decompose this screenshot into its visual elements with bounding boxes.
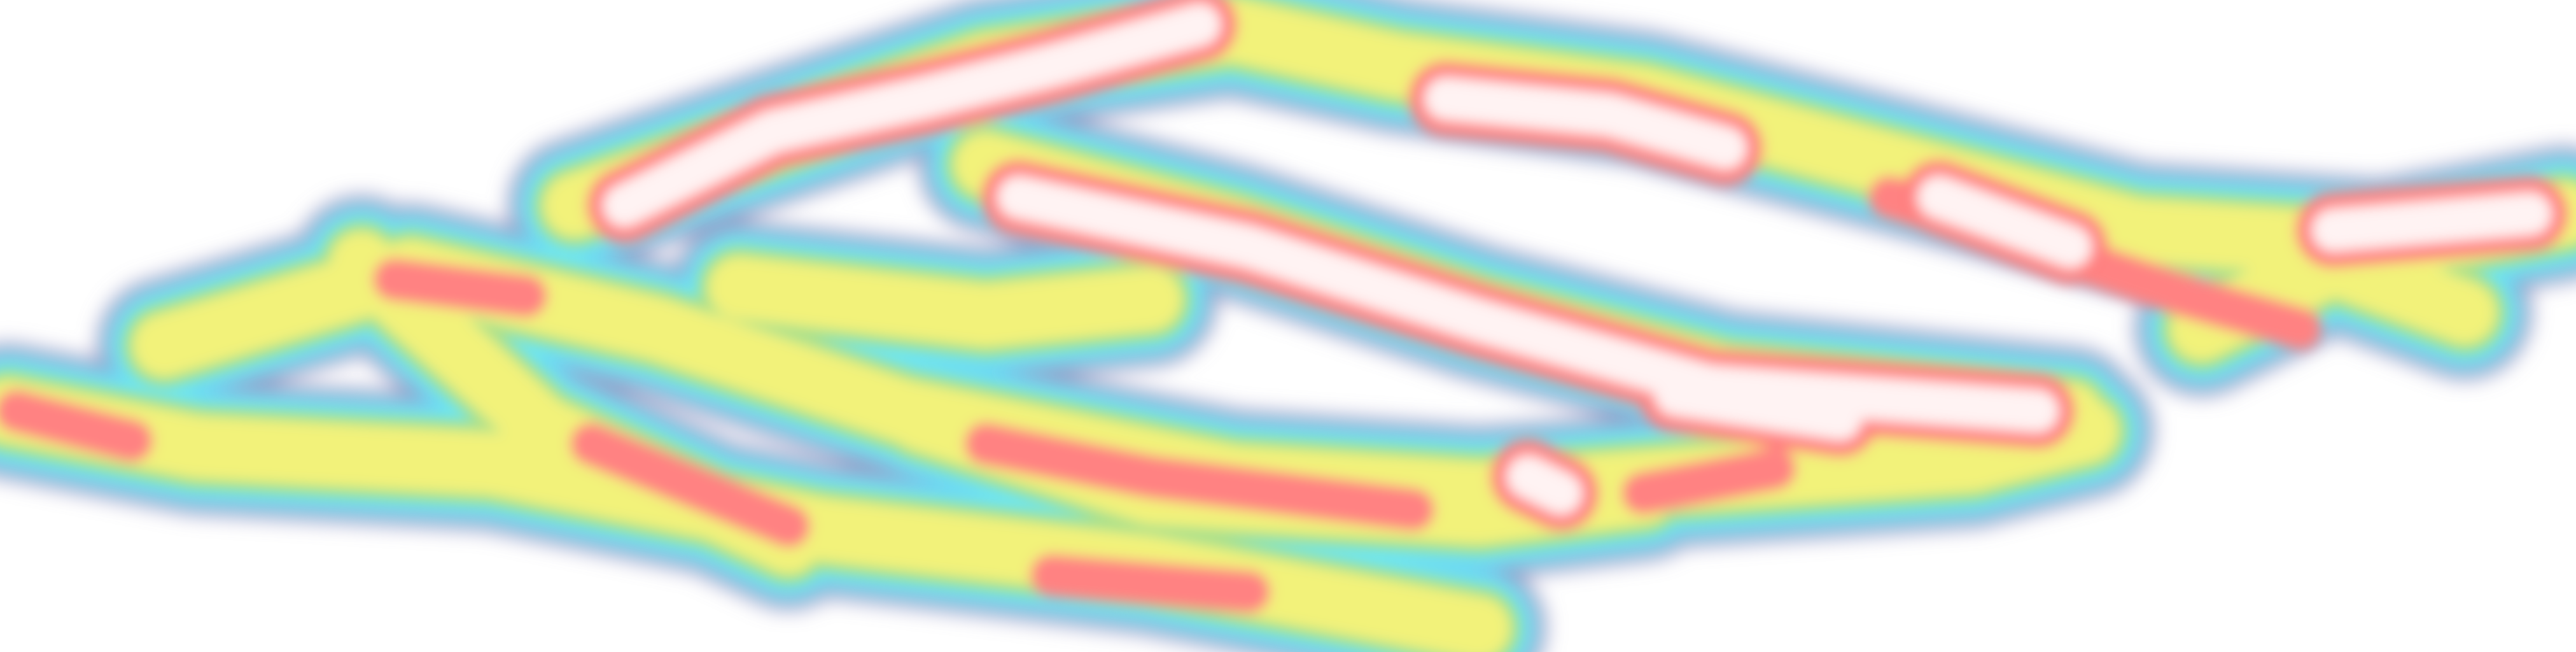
heat-body bbox=[8, 25, 2563, 628]
heat-layers bbox=[8, 25, 2563, 628]
